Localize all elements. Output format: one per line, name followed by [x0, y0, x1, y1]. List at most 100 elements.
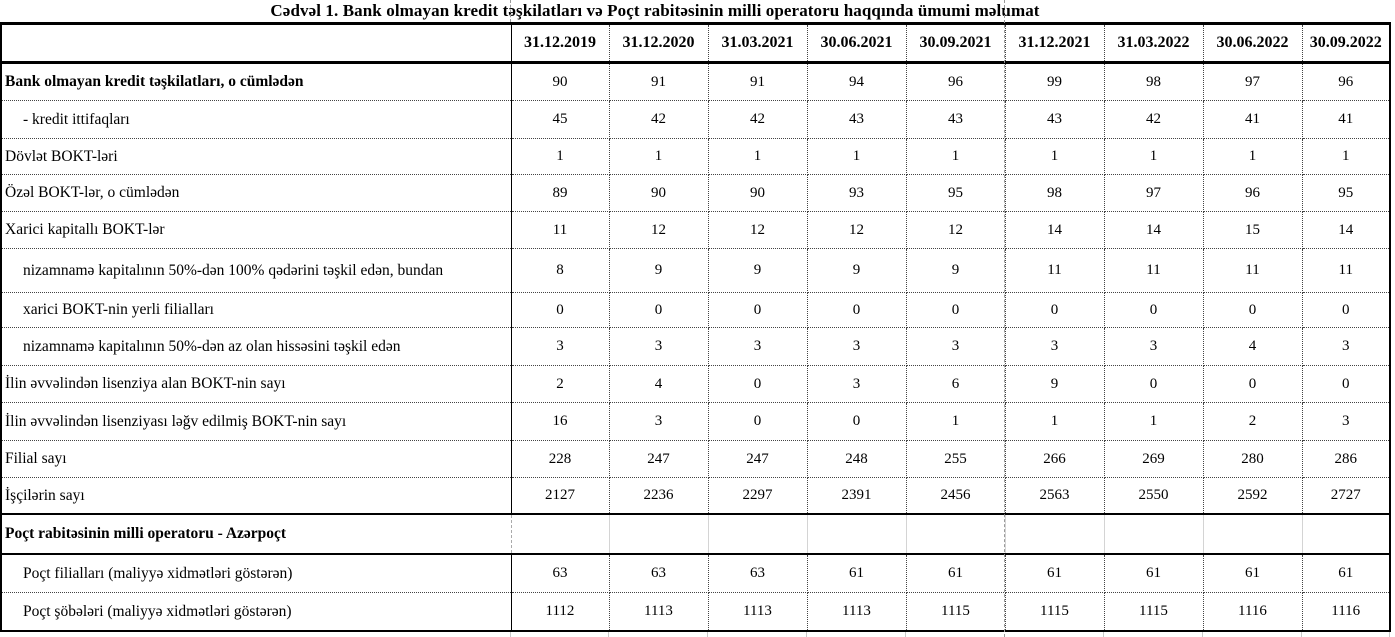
- value-cell: 61: [807, 553, 907, 593]
- value-cell: 2236: [609, 477, 709, 514]
- value-cell: [906, 512, 1006, 555]
- value-cell: 247: [708, 440, 808, 478]
- value-cell: [1104, 512, 1204, 555]
- value-cell: 63: [708, 553, 808, 593]
- value-cell: 61: [1203, 553, 1303, 593]
- value-cell: 0: [807, 402, 907, 441]
- row-label: nizamnamə kapitalının 50%-dən 100% qədər…: [1, 248, 512, 293]
- value-cell: 266: [1005, 440, 1105, 478]
- value-cell: 11: [1104, 248, 1204, 293]
- row-label: Xarici kapitallı BOKT-lər: [1, 211, 512, 249]
- table-row: Dövlət BOKT-ləri 1 1 1 1 1 1 1 1 1: [1, 138, 1390, 175]
- value-cell: 61: [1104, 553, 1204, 593]
- header-date-cell: 31.12.2019: [511, 23, 610, 64]
- value-cell: 0: [708, 292, 808, 328]
- header-date-cell: 31.12.2021: [1005, 23, 1105, 64]
- value-cell: 2592: [1203, 477, 1303, 514]
- value-cell: 0: [708, 402, 808, 441]
- value-cell: 98: [1005, 174, 1105, 212]
- value-cell: 2727: [1302, 477, 1390, 514]
- value-cell: 97: [1104, 174, 1204, 212]
- value-cell: 2456: [906, 477, 1006, 514]
- value-cell: 0: [1104, 292, 1204, 328]
- value-cell: 11: [1302, 248, 1390, 293]
- value-cell: 96: [906, 62, 1006, 101]
- value-cell: 90: [511, 62, 610, 101]
- value-cell: 43: [906, 100, 1006, 139]
- value-cell: 1: [906, 402, 1006, 441]
- table-row: xarici BOKT-nin yerli filialları 0 0 0 0 0 0 0 0…: [1, 292, 1390, 328]
- value-cell: 1: [609, 138, 709, 175]
- value-cell: 96: [1203, 174, 1303, 212]
- value-cell: 43: [1005, 100, 1105, 139]
- value-cell: 61: [1302, 553, 1390, 593]
- value-cell: 42: [1104, 100, 1204, 139]
- page-break-line-left: [510, 0, 511, 22]
- value-cell: 269: [1104, 440, 1204, 478]
- value-cell: 12: [807, 211, 907, 249]
- value-cell: 41: [1203, 100, 1303, 139]
- value-cell: 97: [1203, 62, 1303, 101]
- value-cell: 8: [511, 248, 610, 293]
- value-cell: 14: [1005, 211, 1105, 249]
- table-body: Bank olmayan kredit təşkilatları, o cüml…: [1, 62, 1390, 631]
- value-cell: 0: [1203, 365, 1303, 403]
- value-cell: 1: [1104, 138, 1204, 175]
- value-cell: 2297: [708, 477, 808, 514]
- row-label: Poçt şöbələri (maliyyə xidmətləri göstər…: [1, 592, 512, 631]
- header-date-cell: 30.09.2021: [906, 23, 1006, 64]
- value-cell: 1: [1203, 138, 1303, 175]
- value-cell: 3: [906, 327, 1006, 366]
- value-cell: 1: [1005, 402, 1105, 441]
- row-label: Bank olmayan kredit təşkilatları, o cüml…: [1, 62, 512, 101]
- row-label: nizamnamə kapitalının 50%-dən az olan hi…: [1, 327, 512, 366]
- value-cell: 1112: [511, 592, 610, 631]
- value-cell: 12: [708, 211, 808, 249]
- value-cell: 1115: [1104, 592, 1204, 631]
- table-row: İşçilərin sayı 2127 2236 2297 2391 2456 2563 25…: [1, 477, 1390, 514]
- header-date-cell: 31.03.2022: [1104, 23, 1204, 64]
- value-cell: [1302, 512, 1390, 555]
- value-cell: 1115: [906, 592, 1006, 631]
- value-cell: 11: [511, 211, 610, 249]
- value-cell: 9: [1005, 365, 1105, 403]
- gridline-stub: [1389, 632, 1390, 637]
- value-cell: 14: [1104, 211, 1204, 249]
- value-cell: 0: [708, 365, 808, 403]
- value-cell: 1: [1005, 138, 1105, 175]
- row-label: İlin əvvəlindən lisenziyası ləğv edilmiş…: [1, 402, 512, 441]
- row-label: Filial sayı: [1, 440, 512, 478]
- table-title: Cədvəl 1. Bank olmayan kredit təşkilatla…: [270, 1, 1040, 20]
- table-row: İlin əvvəlindən lisenziya alan BOKT-nin …: [1, 365, 1390, 403]
- table-row: Filial sayı 228 247 247 248 255 266 269 280 286: [1, 440, 1390, 478]
- value-cell: 3: [609, 402, 709, 441]
- value-cell: 1116: [1203, 592, 1303, 631]
- value-cell: 96: [1302, 62, 1390, 101]
- value-cell: 1113: [807, 592, 907, 631]
- value-cell: 1: [708, 138, 808, 175]
- value-cell: [511, 512, 610, 555]
- gridline-stub: [707, 632, 708, 637]
- value-cell: 16: [511, 402, 610, 441]
- value-cell: 11: [1203, 248, 1303, 293]
- gridline-stub: [806, 632, 807, 637]
- value-cell: 2550: [1104, 477, 1204, 514]
- table-row: - kredit ittifaqları 45 42 42 43 43 43 42 41 41: [1, 100, 1390, 139]
- value-cell: 247: [609, 440, 709, 478]
- value-cell: 0: [511, 292, 610, 328]
- value-cell: 1: [511, 138, 610, 175]
- value-cell: 0: [609, 292, 709, 328]
- value-cell: 6: [906, 365, 1006, 403]
- value-cell: 2: [1203, 402, 1303, 441]
- value-cell: 2563: [1005, 477, 1105, 514]
- value-cell: 280: [1203, 440, 1303, 478]
- value-cell: 0: [1005, 292, 1105, 328]
- value-cell: 45: [511, 100, 610, 139]
- value-cell: 14: [1302, 211, 1390, 249]
- value-cell: 1113: [609, 592, 709, 631]
- value-cell: 4: [609, 365, 709, 403]
- value-cell: 1: [906, 138, 1006, 175]
- value-cell: 91: [708, 62, 808, 101]
- value-cell: 3: [807, 327, 907, 366]
- value-cell: 3: [1302, 327, 1390, 366]
